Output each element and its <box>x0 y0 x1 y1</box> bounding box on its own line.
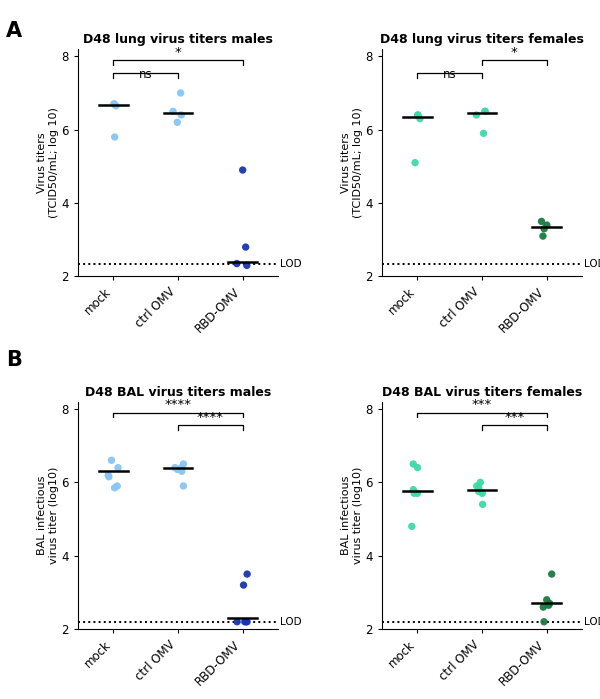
Point <box>170 462 180 473</box>
Point <box>544 600 553 611</box>
Point <box>538 231 548 242</box>
Point <box>409 459 418 470</box>
Point <box>413 488 422 499</box>
Text: *: * <box>511 46 518 59</box>
Point <box>113 462 123 473</box>
Y-axis label: Virus titers
(TCID50/mL; log 10): Virus titers (TCID50/mL; log 10) <box>37 107 59 218</box>
Point <box>232 617 242 628</box>
Point <box>173 464 182 475</box>
Y-axis label: BAL infectious
virus titer (log10): BAL infectious virus titer (log10) <box>341 467 362 564</box>
Point <box>112 480 122 491</box>
Point <box>179 459 188 470</box>
Point <box>104 471 114 482</box>
Text: A: A <box>6 21 22 41</box>
Title: D48 lung virus titers females: D48 lung virus titers females <box>380 34 584 46</box>
Text: ***: *** <box>472 398 492 412</box>
Text: LOD: LOD <box>584 259 600 268</box>
Point <box>542 594 551 605</box>
Point <box>476 477 485 488</box>
Point <box>109 99 119 110</box>
Point <box>407 521 416 532</box>
Point <box>478 499 487 510</box>
Text: *: * <box>175 46 181 59</box>
Point <box>103 470 113 481</box>
Point <box>409 484 418 496</box>
Point <box>410 157 420 168</box>
Point <box>539 223 549 234</box>
Point <box>545 598 554 609</box>
Point <box>111 100 121 111</box>
Text: ****: **** <box>197 411 224 424</box>
Point <box>480 106 490 117</box>
Point <box>176 87 185 99</box>
Point <box>176 462 186 473</box>
Point <box>415 113 425 124</box>
Point <box>538 602 548 613</box>
Text: LOD: LOD <box>280 259 302 268</box>
Title: D48 lung virus titers males: D48 lung virus titers males <box>83 34 273 46</box>
Point <box>536 216 546 227</box>
Point <box>168 106 178 117</box>
Point <box>179 480 188 491</box>
Point <box>413 109 422 120</box>
Point <box>413 462 422 473</box>
Title: D48 BAL virus titers females: D48 BAL virus titers females <box>382 386 582 399</box>
Point <box>472 480 482 491</box>
Point <box>481 106 490 117</box>
Text: LOD: LOD <box>584 617 600 627</box>
Point <box>472 109 481 120</box>
Point <box>547 568 557 579</box>
Point <box>109 99 119 110</box>
Point <box>479 128 488 139</box>
Text: ****: **** <box>164 398 191 412</box>
Text: B: B <box>6 350 22 370</box>
Point <box>176 109 186 120</box>
Point <box>539 617 549 628</box>
Point <box>242 617 252 628</box>
Point <box>239 579 248 591</box>
Point <box>241 241 250 252</box>
Point <box>242 568 252 579</box>
Point <box>409 488 419 499</box>
Point <box>542 219 551 231</box>
Point <box>238 164 247 175</box>
Y-axis label: BAL infectious
virus titer (log10): BAL infectious virus titer (log10) <box>37 467 59 564</box>
Text: ns: ns <box>139 69 152 81</box>
Point <box>241 617 251 628</box>
Point <box>240 617 250 628</box>
Point <box>474 486 484 497</box>
Point <box>474 482 484 493</box>
Text: LOD: LOD <box>280 617 302 627</box>
Point <box>232 258 242 269</box>
Point <box>413 109 423 120</box>
Point <box>110 482 119 493</box>
Title: D48 BAL virus titers males: D48 BAL virus titers males <box>85 386 271 399</box>
Point <box>478 488 487 499</box>
Text: ns: ns <box>443 69 457 81</box>
Point <box>177 466 187 477</box>
Point <box>172 117 182 128</box>
Y-axis label: Virus titers
(TCID50/mL; log 10): Virus titers (TCID50/mL; log 10) <box>341 107 362 218</box>
Text: ***: *** <box>504 411 524 424</box>
Point <box>110 131 119 143</box>
Point <box>242 260 251 271</box>
Point <box>107 455 116 466</box>
